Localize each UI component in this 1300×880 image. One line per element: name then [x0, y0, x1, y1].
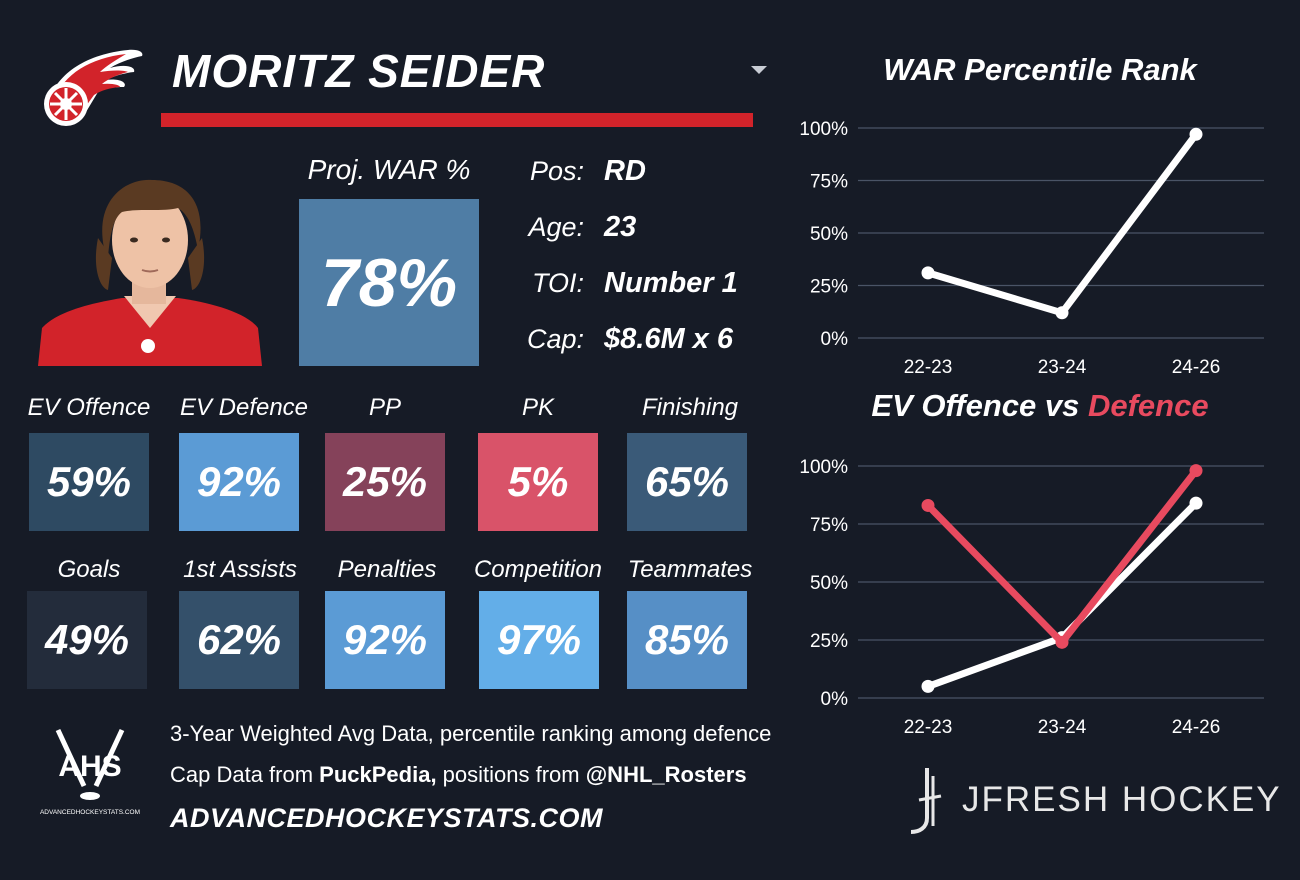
data-point	[1055, 635, 1069, 649]
y-tick-label: 50%	[810, 573, 848, 594]
x-tick-label: 23-24	[1038, 357, 1087, 378]
pos-value: RD	[604, 155, 646, 187]
toi-label: TOI:	[531, 268, 584, 298]
data-point	[1189, 496, 1203, 510]
metric-box: 62%	[179, 591, 299, 689]
toi-value: Number 1	[604, 267, 738, 299]
data-point	[1189, 464, 1203, 478]
metric-label: EV Offence	[27, 394, 151, 421]
pos-label: Pos:	[529, 156, 584, 186]
metric-label: PP	[368, 394, 401, 421]
metric-label: Competition	[473, 556, 603, 583]
metric-label: Goals	[57, 556, 121, 583]
series-line	[924, 467, 1200, 646]
y-tick-label: 0%	[821, 689, 849, 710]
puckpedia-credit: PuckPedia,	[319, 762, 437, 787]
x-tick-label: 23-24	[1038, 717, 1087, 738]
player-headshot	[38, 178, 262, 366]
metric-box: 97%	[479, 591, 599, 689]
cap-value: $8.6M x 6	[604, 323, 733, 355]
metric-label: 1st Assists	[183, 556, 297, 583]
metric-label: Finishing	[641, 394, 739, 421]
series-line	[924, 499, 1200, 690]
metric-box: 49%	[27, 591, 147, 689]
chart-title-ev: EV Offence vs Defence	[820, 388, 1260, 424]
data-point	[921, 679, 935, 693]
y-tick-label: 75%	[810, 172, 848, 193]
chevron-down-icon[interactable]	[751, 66, 767, 74]
ahs-logo-text: AHS	[58, 750, 121, 783]
age-label: Age:	[528, 212, 584, 242]
age-value: 23	[604, 211, 637, 243]
metric-box: 85%	[627, 591, 747, 689]
chart-title-war: WAR Percentile Rank	[883, 52, 1197, 87]
red-wings-logo	[28, 42, 146, 132]
metric-label: EV Defence	[179, 394, 309, 421]
ahs-url: ADVANCEDHOCKEYSTATS.COM	[170, 803, 604, 833]
y-tick-label: 50%	[810, 224, 848, 245]
x-tick-label: 22-23	[904, 357, 953, 378]
chart-title-ev-part1: EV Offence vs	[871, 388, 1088, 423]
metric-box: 92%	[325, 591, 445, 689]
footer-note-2: Cap Data from PuckPedia, positions from …	[170, 762, 747, 788]
war-percentile-chart: 0% 25% 50% 75% 100% 22-23 23-24 24-26	[799, 119, 1264, 378]
metric-box: 59%	[29, 433, 149, 531]
y-tick-label: 0%	[821, 329, 849, 350]
y-tick-label: 25%	[810, 631, 848, 652]
data-point	[921, 498, 935, 512]
footer-note-2-prefix: Cap Data from	[170, 762, 320, 787]
metric-label: PK	[521, 394, 554, 421]
y-tick-label: 100%	[799, 119, 848, 140]
metric-box: 65%	[627, 433, 747, 531]
metric-box: 5%	[478, 433, 598, 531]
jfresh-logo-icon	[905, 766, 945, 838]
jfresh-brand: JFRESH HOCKEY	[962, 780, 1282, 819]
cap-label: Cap:	[526, 324, 584, 354]
chart-title-ev-part2: Defence	[1087, 388, 1209, 423]
metric-label: Penalties	[337, 556, 437, 583]
x-tick-label: 24-26	[1172, 717, 1221, 738]
metric-label: Teammates	[627, 556, 753, 583]
y-tick-label: 75%	[810, 515, 848, 536]
ev-offence-defence-chart: 0% 25% 50% 75% 100% 22-23 23-24 24-26	[799, 457, 1264, 738]
footer-note-2-mid: positions from	[436, 762, 586, 787]
ahs-logo: AHS ADVANCEDHOCKEYSTATS.COM	[38, 726, 142, 820]
ahs-logo-subtext: ADVANCEDHOCKEYSTATS.COM	[40, 809, 140, 816]
name-underline	[161, 113, 753, 127]
proj-war-value: 78%	[299, 199, 479, 366]
player-name: MORITZ SEIDER	[172, 45, 546, 97]
nhl-rosters-credit: @NHL_Rosters	[585, 762, 747, 787]
y-tick-label: 100%	[799, 457, 848, 478]
x-tick-label: 24-26	[1172, 357, 1221, 378]
data-point	[1055, 306, 1069, 320]
x-tick-label: 22-23	[904, 717, 953, 738]
metric-box: 25%	[325, 433, 445, 531]
metric-box: 92%	[179, 433, 299, 531]
proj-war-label: Proj. WAR %	[307, 154, 471, 185]
footer-note-1: 3-Year Weighted Avg Data, percentile ran…	[170, 721, 772, 746]
data-point	[1189, 127, 1203, 141]
data-point	[921, 266, 935, 280]
y-tick-label: 25%	[810, 277, 848, 298]
